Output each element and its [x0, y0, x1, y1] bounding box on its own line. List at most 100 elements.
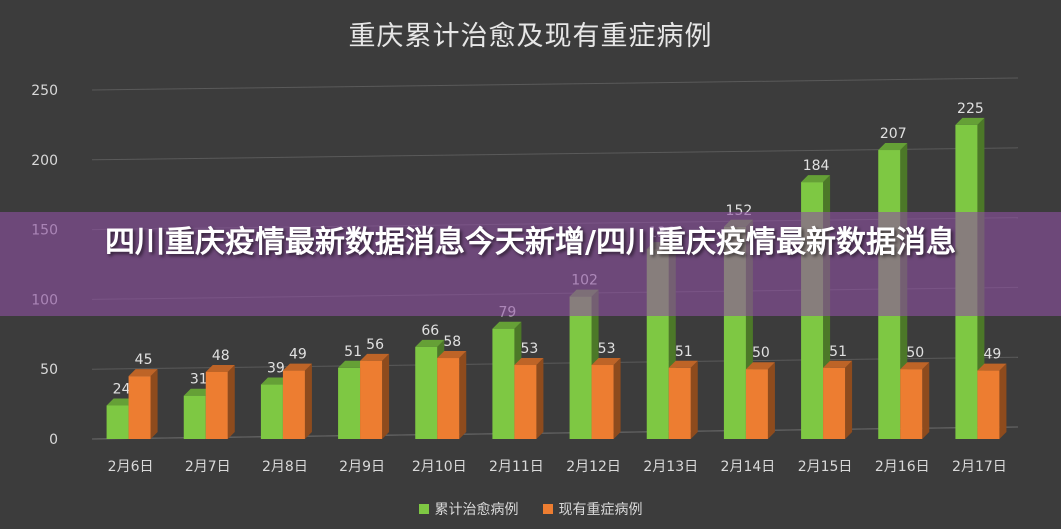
- x-tick-label: 2月10日: [412, 459, 467, 475]
- bar-side: [767, 362, 775, 439]
- bar-side: [150, 369, 158, 439]
- x-tick-label: 2月6日: [108, 459, 154, 475]
- bar-side: [459, 351, 467, 439]
- data-label: 184: [803, 158, 830, 174]
- legend-swatch-cured: [418, 504, 429, 514]
- x-tick-label: 2月14日: [721, 459, 776, 475]
- bar-cured: [183, 395, 206, 439]
- y-tick-label: 200: [31, 153, 58, 169]
- data-label: 31: [190, 372, 208, 388]
- bar-top: [668, 360, 698, 368]
- bar-severe: [205, 371, 228, 439]
- data-label: 49: [289, 347, 307, 363]
- legend-item-cured: 累计治愈病例: [418, 499, 519, 519]
- bar-top: [282, 363, 312, 371]
- data-label: 207: [880, 126, 907, 142]
- data-label: 58: [443, 334, 461, 350]
- bar-top: [128, 369, 158, 377]
- bar-top: [977, 363, 1007, 371]
- x-tick-label: 2月16日: [875, 459, 930, 475]
- chart-legend: 累计治愈病例 现有重症病例: [0, 499, 1061, 519]
- data-label: 39: [267, 361, 285, 377]
- bar-top: [878, 143, 908, 151]
- bar-severe: [282, 370, 305, 439]
- gridline-200: [91, 147, 1019, 161]
- x-tick-label: 2月17日: [952, 459, 1007, 475]
- bar-severe: [745, 369, 768, 439]
- legend-label-severe: 现有重症病例: [558, 502, 643, 518]
- bar-side: [382, 353, 390, 439]
- x-tick-label: 2月7日: [185, 459, 231, 475]
- bar-side: [304, 363, 312, 439]
- bar-side: [845, 360, 853, 439]
- bar-severe: [128, 376, 151, 439]
- bar-side: [536, 358, 544, 439]
- headline-banner: [0, 212, 1061, 316]
- data-label: 50: [752, 345, 770, 361]
- data-label: 53: [521, 341, 539, 357]
- legend-item-severe: 现有重症病例: [542, 499, 643, 519]
- data-label: 49: [984, 347, 1002, 363]
- gridline-50: [91, 356, 1019, 370]
- bar-top: [900, 362, 930, 370]
- bar-severe: [591, 365, 614, 439]
- bar-side: [227, 364, 235, 439]
- data-label: 225: [957, 101, 984, 117]
- bar-cured: [106, 405, 129, 439]
- data-label: 24: [113, 381, 131, 397]
- gridline-250: [91, 77, 1019, 91]
- data-label: 50: [906, 345, 924, 361]
- y-tick-label: 0: [49, 432, 58, 448]
- bar-top: [492, 321, 522, 329]
- data-label: 56: [366, 337, 384, 353]
- data-label: 66: [421, 323, 439, 339]
- bar-severe: [823, 367, 846, 439]
- bar-top: [260, 377, 290, 385]
- bar-top: [183, 388, 213, 396]
- bar-cured: [492, 328, 515, 439]
- bar-cured: [338, 367, 361, 439]
- y-tick-label: 250: [31, 83, 58, 99]
- bar-severe: [977, 370, 1000, 439]
- x-tick-label: 2月12日: [566, 459, 621, 475]
- x-tick-label: 2月11日: [489, 459, 544, 475]
- x-tick-label: 2月8日: [262, 459, 308, 475]
- bar-side: [690, 360, 698, 439]
- bar-cured: [260, 384, 283, 439]
- bar-top: [955, 117, 985, 125]
- bar-severe: [360, 360, 383, 439]
- legend-swatch-severe: [542, 504, 553, 514]
- bar-top: [591, 358, 621, 366]
- bar-severe: [514, 365, 537, 439]
- bar-side: [922, 362, 930, 439]
- legend-label-cured: 累计治愈病例: [434, 502, 519, 518]
- chart-title: 重庆累计治愈及现有重症病例: [348, 21, 713, 52]
- bar-top: [106, 398, 136, 406]
- bar-side: [613, 358, 621, 439]
- data-label: 51: [829, 344, 847, 360]
- bar-top: [360, 353, 390, 361]
- y-tick-label: 50: [40, 362, 58, 378]
- x-tick-label: 2月9日: [339, 459, 385, 475]
- bar-severe: [668, 367, 691, 439]
- data-label: 48: [212, 348, 230, 364]
- headline-text[interactable]: 四川重庆疫情最新数据消息今天新增/四川重庆疫情最新数据消息: [105, 225, 956, 260]
- bar-side: [999, 363, 1007, 439]
- bar-top: [801, 175, 831, 183]
- bar-cured: [569, 296, 592, 439]
- bar-top: [338, 360, 368, 368]
- x-axis-line: [91, 426, 1019, 440]
- bar-top: [205, 364, 235, 372]
- bar-top: [514, 358, 544, 366]
- bar-top: [415, 339, 445, 347]
- x-tick-label: 2月13日: [643, 459, 698, 475]
- bar-cured: [415, 346, 438, 439]
- data-label: 51: [675, 344, 693, 360]
- data-label: 51: [344, 344, 362, 360]
- bar-severe: [900, 369, 923, 439]
- bar-severe: [437, 358, 460, 439]
- bar-top: [745, 362, 775, 370]
- data-label: 45: [135, 352, 153, 368]
- x-tick-label: 2月15日: [798, 459, 853, 475]
- data-label: 53: [598, 341, 616, 357]
